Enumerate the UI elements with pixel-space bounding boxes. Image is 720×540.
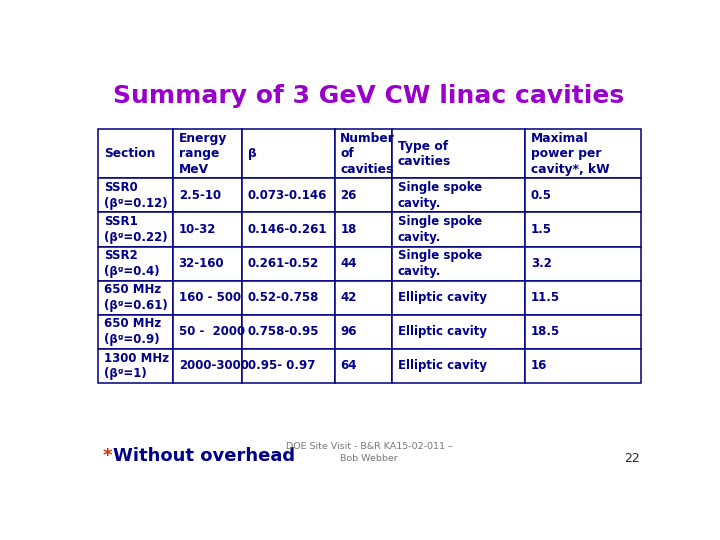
- Bar: [243, 315, 335, 349]
- Text: 0.95- 0.97: 0.95- 0.97: [248, 359, 315, 373]
- Bar: [526, 281, 641, 315]
- Bar: [99, 212, 173, 246]
- Bar: [173, 246, 243, 281]
- Bar: [173, 315, 243, 349]
- Text: 26: 26: [341, 189, 356, 202]
- Bar: [526, 129, 641, 178]
- Text: Elliptic cavity: Elliptic cavity: [398, 359, 487, 373]
- Bar: [99, 315, 173, 349]
- Text: Maximal
power per
cavity*, kW: Maximal power per cavity*, kW: [531, 132, 610, 176]
- Text: Elliptic cavity: Elliptic cavity: [398, 291, 487, 304]
- Bar: [392, 129, 526, 178]
- Text: SSR0
(βᵍ=0.12): SSR0 (βᵍ=0.12): [104, 181, 168, 210]
- Text: 50 -  2000: 50 - 2000: [179, 325, 245, 338]
- Bar: [335, 246, 392, 281]
- Text: *: *: [102, 447, 112, 465]
- Text: 32-160: 32-160: [179, 257, 225, 270]
- Text: 2.5-10: 2.5-10: [179, 189, 221, 202]
- Bar: [335, 129, 392, 178]
- Text: SSR2
(βᵍ=0.4): SSR2 (βᵍ=0.4): [104, 249, 160, 278]
- Text: 650 MHz
(βᵍ=0.9): 650 MHz (βᵍ=0.9): [104, 318, 161, 346]
- Text: Number
of
cavities: Number of cavities: [341, 132, 395, 176]
- Text: DOE Site Visit - B&R KA15-02-011 –
Bob Webber: DOE Site Visit - B&R KA15-02-011 – Bob W…: [286, 442, 452, 463]
- Text: 3.2: 3.2: [531, 257, 552, 270]
- Bar: [243, 212, 335, 246]
- Bar: [173, 129, 243, 178]
- Text: 160 - 500: 160 - 500: [179, 291, 240, 304]
- Text: 650 MHz
(βᵍ=0.61): 650 MHz (βᵍ=0.61): [104, 284, 168, 312]
- Bar: [392, 178, 526, 212]
- Text: Energy
range
MeV: Energy range MeV: [179, 132, 227, 176]
- Bar: [99, 178, 173, 212]
- Bar: [335, 178, 392, 212]
- Bar: [335, 281, 392, 315]
- Bar: [243, 246, 335, 281]
- Bar: [392, 281, 526, 315]
- Bar: [335, 315, 392, 349]
- Text: 2000-3000: 2000-3000: [179, 359, 248, 373]
- Bar: [243, 349, 335, 383]
- Bar: [99, 349, 173, 383]
- Text: 0.758-0.95: 0.758-0.95: [248, 325, 320, 338]
- Text: 44: 44: [341, 257, 356, 270]
- Bar: [243, 178, 335, 212]
- Text: 10-32: 10-32: [179, 223, 216, 236]
- Bar: [243, 129, 335, 178]
- Bar: [526, 349, 641, 383]
- Bar: [173, 178, 243, 212]
- Text: SSR1
(βᵍ=0.22): SSR1 (βᵍ=0.22): [104, 215, 168, 244]
- Text: 0.52-0.758: 0.52-0.758: [248, 291, 319, 304]
- Text: 0.146-0.261: 0.146-0.261: [248, 223, 328, 236]
- Bar: [392, 349, 526, 383]
- Bar: [173, 281, 243, 315]
- Text: 42: 42: [341, 291, 356, 304]
- Bar: [99, 246, 173, 281]
- Text: Elliptic cavity: Elliptic cavity: [398, 325, 487, 338]
- Text: 0.261-0.52: 0.261-0.52: [248, 257, 319, 270]
- Text: 1300 MHz
(βᵍ=1): 1300 MHz (βᵍ=1): [104, 352, 169, 380]
- Text: 16: 16: [531, 359, 547, 373]
- Text: Section: Section: [104, 147, 156, 160]
- Text: Single spoke
cavity.: Single spoke cavity.: [398, 181, 482, 210]
- Bar: [526, 246, 641, 281]
- Bar: [392, 246, 526, 281]
- Bar: [526, 212, 641, 246]
- Text: 96: 96: [341, 325, 356, 338]
- Text: 22: 22: [624, 452, 639, 465]
- Bar: [173, 349, 243, 383]
- Text: Single spoke
cavity.: Single spoke cavity.: [398, 215, 482, 244]
- Text: 11.5: 11.5: [531, 291, 560, 304]
- Bar: [335, 212, 392, 246]
- Bar: [392, 212, 526, 246]
- Text: Single spoke
cavity.: Single spoke cavity.: [398, 249, 482, 278]
- Text: 1.5: 1.5: [531, 223, 552, 236]
- Text: 18.5: 18.5: [531, 325, 560, 338]
- Bar: [173, 212, 243, 246]
- Text: Type of
cavities: Type of cavities: [398, 139, 451, 168]
- Bar: [526, 178, 641, 212]
- Text: 64: 64: [341, 359, 356, 373]
- Text: 18: 18: [341, 223, 356, 236]
- Bar: [392, 315, 526, 349]
- Bar: [526, 315, 641, 349]
- Bar: [243, 281, 335, 315]
- Text: Summary of 3 GeV CW linac cavities: Summary of 3 GeV CW linac cavities: [114, 84, 624, 107]
- Text: β: β: [248, 147, 256, 160]
- Text: 0.5: 0.5: [531, 189, 552, 202]
- Text: 0.073-0.146: 0.073-0.146: [248, 189, 328, 202]
- Bar: [335, 349, 392, 383]
- Text: Without overhead: Without overhead: [114, 447, 296, 465]
- Bar: [99, 129, 173, 178]
- Bar: [99, 281, 173, 315]
